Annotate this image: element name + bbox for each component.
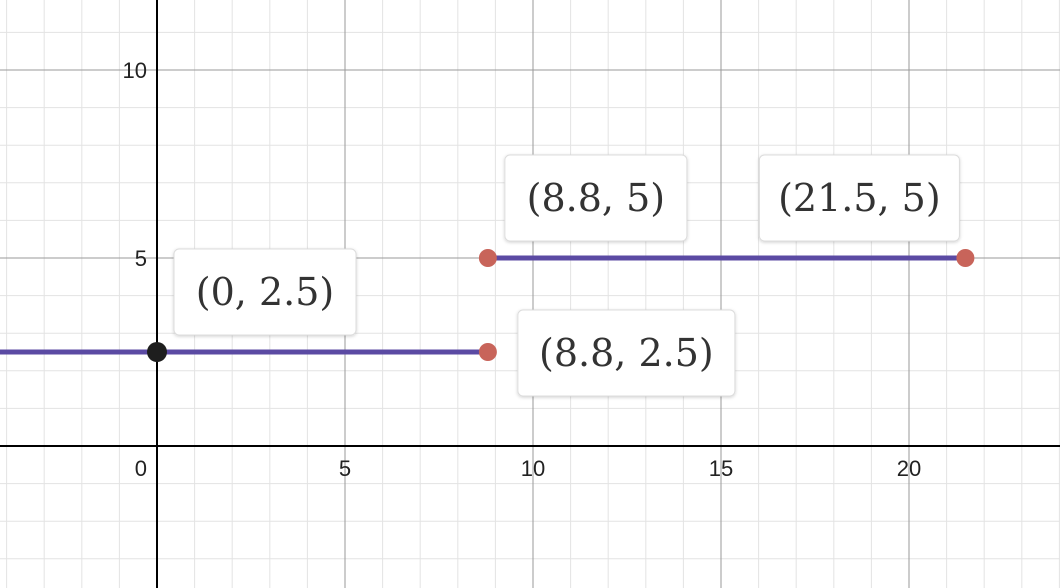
open-point[interactable] — [478, 249, 497, 267]
x-tick-label: 0 — [135, 456, 147, 481]
x-tick-label: 15 — [709, 456, 733, 481]
point-label-text: (21.5, 5) — [778, 176, 941, 220]
point-label-box — [173, 248, 357, 336]
tick-labels: 0 5 10 15 20 5 10 — [123, 58, 922, 481]
y-tick-label: 10 — [123, 58, 147, 83]
x-tick-label: 5 — [339, 456, 351, 481]
point-label-box — [504, 154, 688, 242]
point-label-text: (0, 2.5) — [196, 270, 334, 314]
x-tick-label: 10 — [521, 456, 545, 481]
y-tick-label: 5 — [135, 246, 147, 271]
point-label: (21.5, 5) — [758, 154, 960, 242]
point-label: (8.8, 2.5) — [517, 309, 736, 397]
point-label-text: (8.8, 5) — [527, 176, 665, 220]
point-label-box — [758, 154, 960, 242]
point-label: (8.8, 5) — [504, 154, 688, 242]
point-labels: (0, 2.5) (8.8, 2.5) (8.8, 5) (21.5, 5) — [173, 154, 960, 397]
point-label-box — [517, 309, 736, 397]
closed-point[interactable] — [147, 342, 167, 362]
x-tick-label: 20 — [897, 456, 921, 481]
open-point[interactable] — [956, 249, 975, 267]
point-label: (0, 2.5) — [173, 248, 357, 336]
segments — [0, 255, 966, 355]
point-label-text: (8.8, 2.5) — [539, 331, 714, 375]
points — [147, 249, 975, 362]
open-point[interactable] — [478, 343, 497, 361]
